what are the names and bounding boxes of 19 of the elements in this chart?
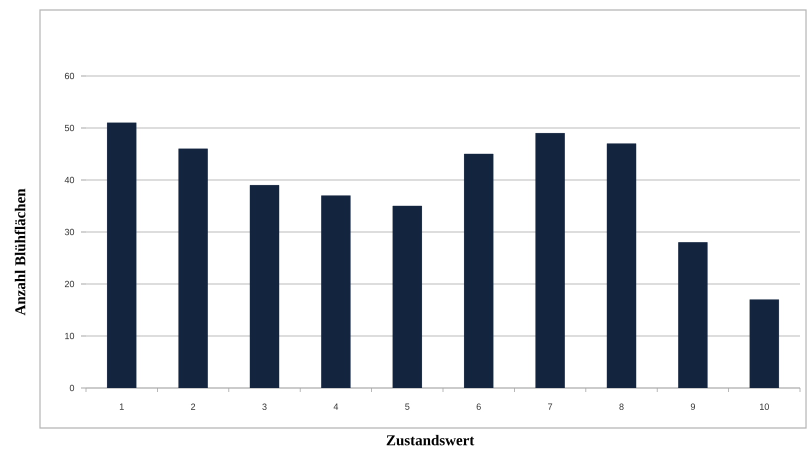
y-tick-label: 30: [64, 228, 74, 236]
x-tick-label: 4: [334, 404, 338, 410]
x-tick-label: 9: [690, 404, 695, 410]
y-tick-label: 60: [64, 72, 74, 80]
x-tick-label: 10: [760, 404, 769, 410]
x-tick-label: 3: [262, 404, 267, 410]
x-axis-title: Zustandswert: [386, 434, 474, 446]
y-tick-label: 0: [70, 384, 74, 392]
y-tick-label: 50: [64, 124, 74, 132]
x-tick-label: 1: [120, 404, 124, 410]
x-tick-label: 2: [191, 404, 196, 410]
y-axis-title: Anzahl Blühflächen: [14, 188, 26, 316]
x-tick-label: 7: [548, 404, 552, 410]
y-tick-label: 10: [65, 332, 74, 340]
y-tick-label: 40: [64, 176, 74, 184]
x-tick-label: 6: [476, 404, 481, 410]
y-tick-label: 20: [64, 280, 74, 288]
x-tick-label: 5: [405, 404, 410, 410]
x-tick-label: 8: [619, 404, 624, 410]
